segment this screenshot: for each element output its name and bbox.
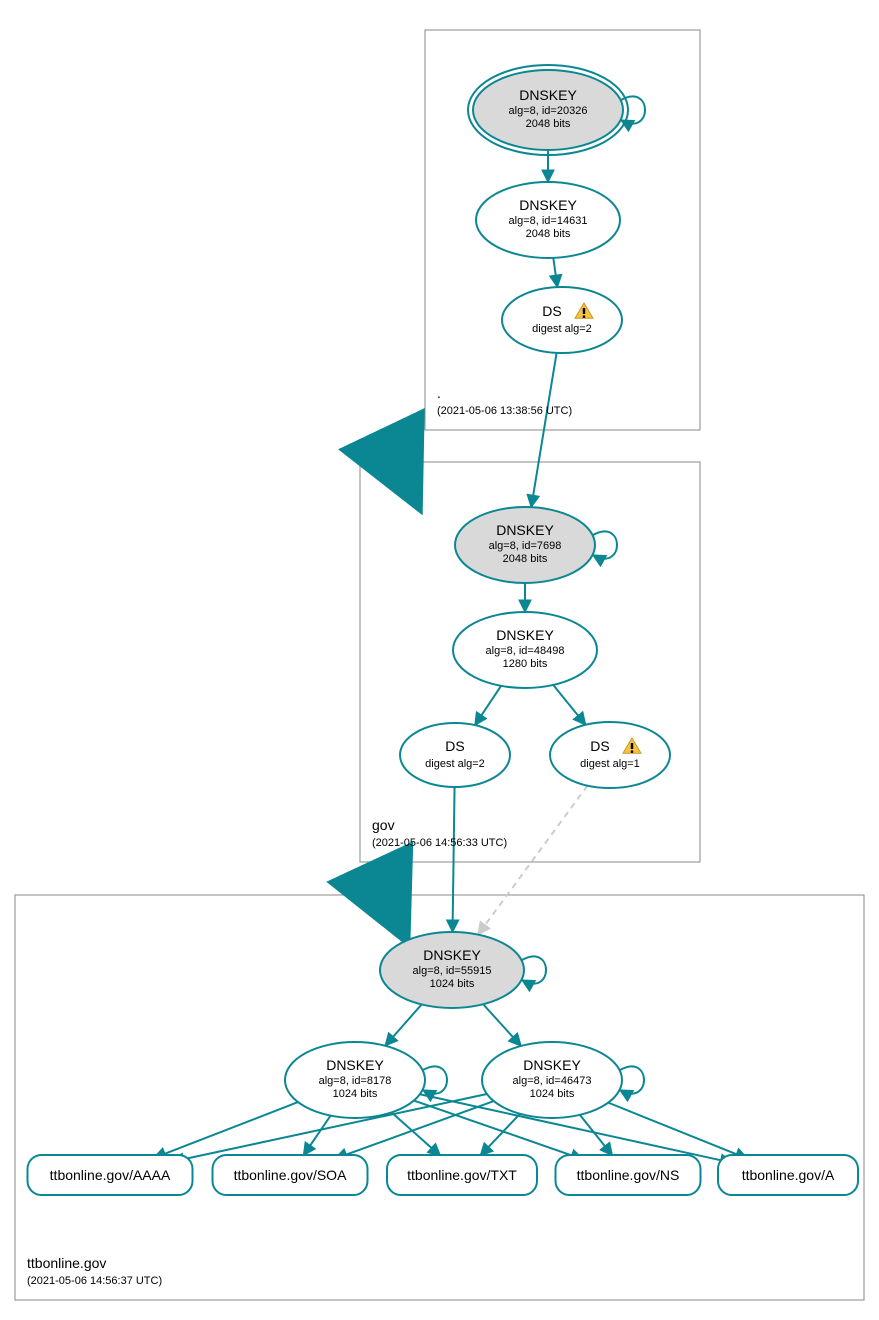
node-sub1: alg=8, id=14631 bbox=[509, 215, 588, 227]
node-title: DNSKEY bbox=[519, 197, 577, 213]
edge bbox=[478, 786, 587, 935]
node-sub2: 1024 bits bbox=[333, 1088, 378, 1100]
edge bbox=[553, 258, 557, 287]
leaf-leaf_aaaa: ttbonline.gov/AAAA bbox=[28, 1155, 193, 1195]
edge bbox=[392, 1112, 441, 1155]
edge bbox=[453, 787, 455, 932]
self-loop bbox=[620, 1066, 644, 1093]
node-sub1: digest alg=2 bbox=[532, 323, 592, 335]
zone-delegation-arrow bbox=[384, 862, 390, 905]
node-title: DNSKEY bbox=[496, 627, 554, 643]
node-title: DNSKEY bbox=[519, 87, 577, 103]
node-sub1: alg=8, id=55915 bbox=[413, 965, 492, 977]
node-sub2: 2048 bits bbox=[526, 118, 571, 130]
zone-name: ttbonline.gov bbox=[27, 1255, 106, 1271]
leaf-label: ttbonline.gov/A bbox=[742, 1167, 835, 1183]
edge bbox=[475, 686, 501, 725]
node-ttb_ksk: DNSKEY alg=8, id=559151024 bits bbox=[380, 932, 546, 1008]
node-sub2: 1024 bits bbox=[430, 978, 475, 990]
zone-name: gov bbox=[372, 817, 395, 833]
self-loop bbox=[423, 1066, 447, 1093]
node-sub1: digest alg=2 bbox=[425, 758, 485, 770]
node-title: DS bbox=[445, 738, 464, 754]
node-gov_ds2: DS digest alg=1 bbox=[550, 722, 670, 788]
node-sub1: digest alg=1 bbox=[580, 758, 640, 770]
edge bbox=[483, 1004, 521, 1046]
zone-delegation-arrow bbox=[396, 430, 402, 472]
node-sub2: 2048 bits bbox=[503, 553, 548, 565]
leaf-label: ttbonline.gov/NS bbox=[577, 1167, 680, 1183]
node-root_ksk: DNSKEY alg=8, id=203262048 bits bbox=[468, 65, 645, 155]
leaf-leaf_a: ttbonline.gov/A bbox=[718, 1155, 858, 1195]
zone-timestamp: (2021-05-06 14:56:33 UTC) bbox=[372, 837, 507, 849]
self-loop bbox=[593, 531, 617, 558]
node-title: DNSKEY bbox=[326, 1057, 384, 1073]
zone-name: . bbox=[437, 385, 441, 401]
node-sub1: alg=8, id=7698 bbox=[489, 540, 562, 552]
node-ttb_zsk1: DNSKEY alg=8, id=81781024 bits bbox=[285, 1042, 447, 1118]
edge bbox=[303, 1116, 330, 1156]
leaf-label: ttbonline.gov/TXT bbox=[407, 1167, 517, 1183]
edge bbox=[385, 1004, 421, 1045]
node-root_zsk: DNSKEY alg=8, id=146312048 bits bbox=[476, 182, 620, 258]
node-title: DNSKEY bbox=[423, 947, 481, 963]
node-title: DNSKEY bbox=[496, 522, 554, 538]
self-loop bbox=[621, 96, 645, 123]
node-sub2: 1024 bits bbox=[530, 1088, 575, 1100]
node-sub2: 2048 bits bbox=[526, 228, 571, 240]
node-gov_ksk: DNSKEY alg=8, id=76982048 bits bbox=[455, 507, 617, 583]
node-title: DNSKEY bbox=[523, 1057, 581, 1073]
edge bbox=[553, 685, 585, 725]
node-sub1: alg=8, id=46473 bbox=[513, 1075, 592, 1087]
leaf-label: ttbonline.gov/AAAA bbox=[50, 1167, 171, 1183]
node-sub1: alg=8, id=8178 bbox=[319, 1075, 392, 1087]
node-sub1: alg=8, id=48498 bbox=[486, 645, 565, 657]
node-gov_ds1: DS digest alg=2 bbox=[400, 723, 510, 787]
leaf-leaf_soa: ttbonline.gov/SOA bbox=[213, 1155, 368, 1195]
node-sub2: 1280 bits bbox=[503, 658, 548, 670]
leaf-label: ttbonline.gov/SOA bbox=[234, 1167, 348, 1183]
node-gov_zsk: DNSKEY alg=8, id=484981280 bits bbox=[453, 612, 597, 688]
node-root_ds: DS digest alg=2 bbox=[502, 287, 622, 353]
node-sub1: alg=8, id=20326 bbox=[509, 105, 588, 117]
node-title: DS bbox=[542, 303, 561, 319]
zone-timestamp: (2021-05-06 14:56:37 UTC) bbox=[27, 1275, 162, 1287]
node-title: DS bbox=[590, 738, 609, 754]
leaf-leaf_txt: ttbonline.gov/TXT bbox=[387, 1155, 537, 1195]
zone-timestamp: (2021-05-06 13:38:56 UTC) bbox=[437, 405, 572, 417]
leaf-leaf_ns: ttbonline.gov/NS bbox=[556, 1155, 701, 1195]
self-loop bbox=[522, 956, 546, 983]
